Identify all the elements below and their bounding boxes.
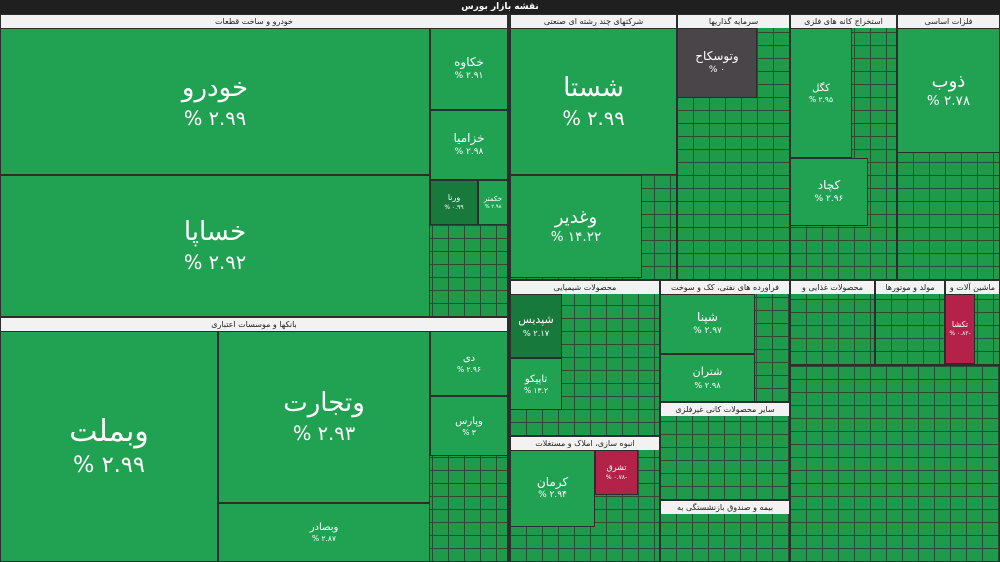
stock-change: ۲.۹۹ % xyxy=(562,106,625,130)
stock-symbol: ورنا xyxy=(447,193,461,203)
stock-symbol: کرمان xyxy=(536,474,569,489)
stock-symbol: شپدیس xyxy=(518,313,554,327)
sector-header: خودرو و ساخت قطعات xyxy=(1,15,507,28)
stock-change: ۲.۹۳ % xyxy=(292,422,356,446)
sector-header: بیمه و صندوق بازنشستگی به xyxy=(661,501,789,514)
sector-header: محصولات شیمیایی xyxy=(511,281,659,294)
stock-tile: وبملت ۲.۹۹ % xyxy=(0,331,218,562)
stock-change: ۲.۹۵ % xyxy=(809,94,833,104)
stock-tile: تاپیکو ۱۳.۲ % xyxy=(510,358,562,410)
sector: بیمه و صندوق بازنشستگی به xyxy=(660,500,790,562)
stock-tile: کگل ۲.۹۵ % xyxy=(790,28,852,158)
stock-tile: خکاوه ۲.۹۱ % xyxy=(430,28,508,110)
stock-tile: کچاد ۲.۹۶ % xyxy=(790,158,868,226)
stock-symbol: خکمتر xyxy=(483,194,503,203)
stock-change: -۰.۸۲ % xyxy=(949,330,971,338)
stock-tile: ورنا ۰.۹۹ % xyxy=(430,180,478,225)
stock-symbol: شپنا xyxy=(697,310,718,325)
stock-symbol: وتجارت xyxy=(283,388,365,419)
stock-change: ۲.۹۴ % xyxy=(538,490,567,501)
sector: مولد و موتورها xyxy=(875,280,945,365)
sector-header: شرکتهای چند رشته ای صنعتی xyxy=(511,15,676,28)
stock-change: ۲.۱۷ % xyxy=(522,327,550,338)
sector: سایر محصولات کانی غیرفلزی xyxy=(660,402,790,500)
stock-change: ۲.۹۹ % xyxy=(73,452,145,479)
stock-tile: وبصادر ۲.۸۷ % xyxy=(218,503,430,562)
stock-tile: شپنا ۲.۹۷ % xyxy=(660,294,755,354)
stock-symbol: وبصادر xyxy=(309,522,339,534)
stock-symbol: خودرو xyxy=(181,72,249,103)
stock-tile: ذوب ۲.۷۸ % xyxy=(897,28,1000,153)
stock-change: ۳ % xyxy=(462,427,476,437)
stock-tile: شتران ۲.۹۸ % xyxy=(660,354,755,402)
stock-symbol: خزامیا xyxy=(453,131,485,146)
stock-symbol: خساپا xyxy=(183,217,247,248)
sector-header: ماشین آلات و xyxy=(946,281,999,294)
stock-change: ۱۳.۲ % xyxy=(524,385,548,395)
stock-tile: دی ۲.۹۶ % xyxy=(430,331,508,396)
stock-change: ۲.۹۶ % xyxy=(457,365,481,375)
stock-tile: شپدیس ۲.۱۷ % xyxy=(510,294,562,358)
sector-header: سرمایه گذاریها xyxy=(678,15,789,28)
stock-change: ۲.۹۸ % xyxy=(454,146,484,157)
stock-tile: وتجارت ۲.۹۳ % xyxy=(218,331,430,503)
sector-header: انبوه سازی، املاک و مستغلات xyxy=(511,437,659,450)
stock-symbol: وبملت xyxy=(69,414,149,450)
stock-tile: خکمتر ۲.۹۸ % xyxy=(478,180,508,225)
stock-symbol: شتران xyxy=(692,365,723,379)
stock-symbol: کچاد xyxy=(817,178,841,193)
stock-symbol: دی xyxy=(462,353,476,365)
stock-symbol: وغدیر xyxy=(554,207,598,229)
sector-header: استخراج کانه های فلزی xyxy=(791,15,896,28)
sector-header: سایر محصولات کانی غیرفلزی xyxy=(661,403,789,416)
stock-symbol: وپارس xyxy=(455,415,483,427)
stock-symbol: وتوسکاح xyxy=(695,49,739,64)
stock-symbol: تکشا xyxy=(951,319,969,329)
sector-header: فراورده های نفتی، کک و سوخت xyxy=(661,281,789,294)
sector-header: بانکها و موسسات اعتباری xyxy=(1,318,507,331)
stock-tile: تکشا -۰.۸۲ % xyxy=(945,294,975,364)
stock-change: ۲.۹۸ % xyxy=(484,203,502,210)
stock-tile: خودرو ۲.۹۹ % xyxy=(0,28,430,175)
stock-symbol: تاپیکو xyxy=(524,373,548,385)
stock-change: ۲.۹۶ % xyxy=(814,193,844,204)
stock-symbol: خکاوه xyxy=(454,55,484,70)
stock-change: ۰ % xyxy=(708,64,726,75)
stock-change: ۰.۹۹ % xyxy=(444,203,464,211)
title-bar: نقشه بازار بورس xyxy=(0,0,1000,14)
stock-change: -۰.۷۸ % xyxy=(605,473,628,481)
stock-change: ۲.۹۹ % xyxy=(183,106,247,130)
stock-change: ۲.۹۱ % xyxy=(454,70,484,81)
stock-tile: وپارس ۳ % xyxy=(430,396,508,456)
stock-tile: کرمان ۲.۹۴ % xyxy=(510,450,595,527)
stock-change: ۲.۸۷ % xyxy=(312,534,336,544)
stock-change: ۲.۷۸ % xyxy=(926,93,971,110)
sector-header: فلزات اساسی xyxy=(898,15,999,28)
stock-tile: وتوسکاح ۰ % xyxy=(677,28,757,98)
stock-change: ۱۴.۲۲ % xyxy=(550,229,602,246)
stock-change: ۲.۹۷ % xyxy=(693,325,722,336)
sector: محصولات غذایی و xyxy=(790,280,875,365)
stock-tile: تشرق -۰.۷۸ % xyxy=(595,450,638,495)
stock-symbol: تشرق xyxy=(606,463,627,473)
stock-change: ۲.۹۲ % xyxy=(183,251,247,275)
stock-tile: خزامیا ۲.۹۸ % xyxy=(430,110,508,180)
stock-change: ۲.۹۸ % xyxy=(694,379,721,390)
stock-tile: خساپا ۲.۹۲ % xyxy=(0,175,430,317)
sector-header: محصولات غذایی و xyxy=(791,281,874,294)
stock-symbol: شستا xyxy=(563,72,624,103)
stock-symbol: کگل xyxy=(812,82,830,94)
stock-tile: وغدیر ۱۴.۲۲ % xyxy=(510,175,642,278)
stock-symbol: ذوب xyxy=(931,71,966,93)
sector-header: مولد و موتورها xyxy=(876,281,944,294)
small-tiles xyxy=(790,365,1000,562)
stock-tile: شستا ۲.۹۹ % xyxy=(510,28,677,175)
